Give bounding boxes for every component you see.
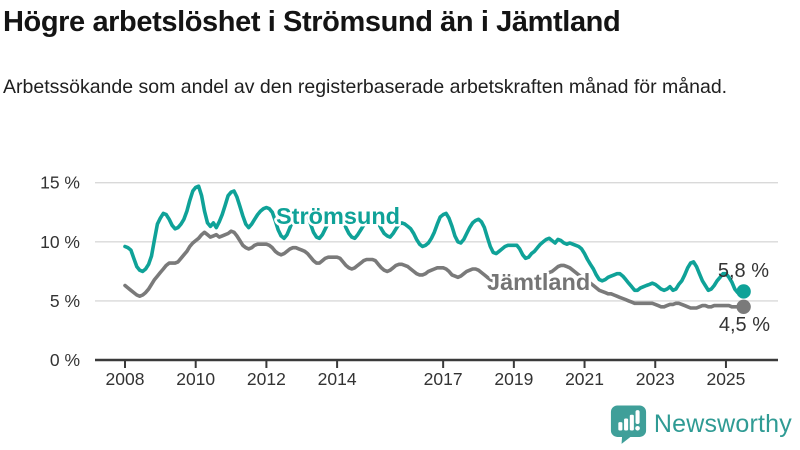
x-tick-label: 2023 <box>636 369 675 389</box>
series-end-value-1: 4,5 % <box>719 314 770 336</box>
page-title: Högre arbetslöshet i Strömsund än i Jämt… <box>3 6 621 38</box>
logo-exclamation-stem <box>635 410 640 424</box>
y-tick-label: 5 % <box>50 291 80 311</box>
y-tick-label: 10 % <box>40 232 80 252</box>
x-tick-label: 2010 <box>176 369 215 389</box>
brand-name: Newsworthy <box>653 409 792 438</box>
logo-exclamation-dot <box>635 425 640 431</box>
series-label-1: Jämtland <box>487 269 590 295</box>
logo-bar-small <box>618 422 623 431</box>
y-tick-label: 15 % <box>40 173 80 193</box>
x-tick-label: 2008 <box>106 369 145 389</box>
logo-bubble-shape <box>610 405 646 444</box>
x-tick-label: 2012 <box>247 369 286 389</box>
series-end-value-0: 5,8 % <box>718 260 769 282</box>
brand-footer: Newsworthy <box>610 404 792 444</box>
chart-subtitle: Arbetssökande som andel av den registerb… <box>3 76 728 98</box>
y-tick-label: 0 % <box>50 350 80 370</box>
logo-bar-medium <box>623 418 628 431</box>
x-tick-label: 2025 <box>706 369 745 389</box>
newsworthy-logo-icon <box>610 405 646 444</box>
series-line-0 <box>123 184 746 295</box>
x-tick-label: 2019 <box>494 369 533 389</box>
series-end-dot-1 <box>736 299 751 315</box>
x-tick-label: 2017 <box>424 369 463 389</box>
x-tick-label: 2014 <box>318 369 357 389</box>
x-tick-label: 2021 <box>565 369 604 389</box>
series-line-1 <box>123 229 746 310</box>
logo-bar-large <box>629 414 634 431</box>
series-end-dot-0 <box>736 284 751 299</box>
series-label-0: Strömsund <box>276 203 400 229</box>
